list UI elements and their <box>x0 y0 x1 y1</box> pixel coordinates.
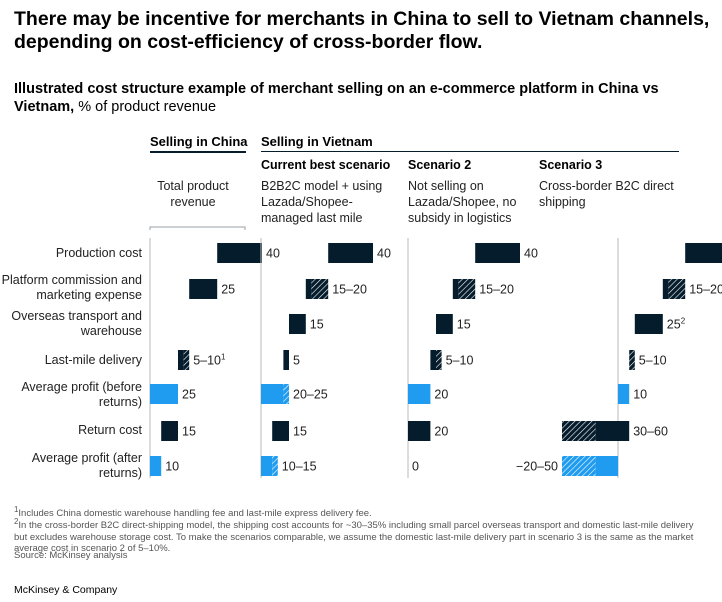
footnote-2-marker: 2 <box>14 517 19 526</box>
bar-range-2-3 <box>436 350 442 370</box>
row-label-overseas-transport: Overseas transport and warehouse <box>11 309 142 338</box>
value-label-0-4: 25 <box>182 388 196 402</box>
bar-0-6 <box>150 456 162 476</box>
bar-1-2 <box>289 314 306 334</box>
group-header-china: Selling in China <box>150 134 248 149</box>
bar-range-3-3 <box>629 350 635 370</box>
footnote-2-text: In the cross-border B2C direct-shipping … <box>14 520 694 555</box>
value-label-2-3: 5–10 <box>446 354 474 368</box>
value-label-1-2: 15 <box>310 318 324 332</box>
bar-range-2-1 <box>458 279 476 299</box>
footnote-1-marker: 1 <box>14 505 19 514</box>
bar-2-4 <box>408 384 431 404</box>
row-label-profit-before: Average profit (before returns) <box>21 380 142 409</box>
chart-title: There may be incentive for merchants in … <box>14 8 710 53</box>
bar-1-6 <box>261 456 273 476</box>
bar-3-6 <box>595 456 618 476</box>
bar-3-2 <box>634 314 663 334</box>
bar-3-0 <box>685 243 722 263</box>
china-bracket <box>149 226 246 230</box>
group-header-vietnam: Selling in Vietnam <box>261 134 373 149</box>
value-label-2-4: 20 <box>434 388 448 402</box>
bar-range-1-4 <box>283 384 289 404</box>
bar-0-1 <box>189 279 218 299</box>
value-label-1-5: 15 <box>293 425 307 439</box>
bar-1-4 <box>261 384 284 404</box>
footnote-1: 1Includes China domestic warehouse handl… <box>14 504 714 520</box>
group-rule-china <box>150 151 246 153</box>
value-label-0-3: 5–101 <box>193 353 226 368</box>
footnote-1-text: Includes China domestic warehouse handli… <box>18 508 372 520</box>
bar-2-0 <box>475 243 520 263</box>
bar-2-1 <box>452 279 459 299</box>
value-label-3-5: 30–60 <box>633 425 668 439</box>
bar-0-5 <box>161 421 178 441</box>
bar-1-5 <box>272 421 289 441</box>
bar-0-0 <box>217 243 262 263</box>
value-label-1-3: 5 <box>293 354 300 368</box>
value-label-1-0: 40 <box>377 247 391 261</box>
source-note: Source: McKinsey analysis <box>14 550 128 561</box>
value-label-2-2: 15 <box>457 318 471 332</box>
subtitle-unit: % of product revenue <box>74 99 217 115</box>
bar-2-5 <box>408 421 431 441</box>
value-label-2-1: 15–20 <box>479 283 514 297</box>
bar-range-1-1 <box>311 279 329 299</box>
brand-logo-text: McKinsey & Company <box>14 584 118 596</box>
bar-1-3 <box>283 350 289 370</box>
value-label-3-4: 10 <box>633 388 647 402</box>
bar-2-3 <box>430 350 436 370</box>
bar-range-3-5 <box>562 421 596 441</box>
bar-range-0-3 <box>183 350 190 370</box>
value-label-3-3: 5–10 <box>639 354 667 368</box>
column-desc-china: Total product revenue <box>157 179 229 209</box>
bar-1-0 <box>328 243 373 263</box>
value-label-0-0: 40 <box>266 247 280 261</box>
bar-3-4 <box>618 384 630 404</box>
value-label-3-6: −20–50 <box>516 460 558 474</box>
bar-range-3-1 <box>668 279 686 299</box>
column-desc-scenario-2: Not selling on Lazada/Shopee, no subsidy… <box>408 179 517 225</box>
group-rule-vietnam <box>261 151 679 152</box>
bar-3-1 <box>662 279 669 299</box>
column-desc-current: B2B2C model + using Lazada/Shopee-manage… <box>261 179 383 225</box>
value-label-0-1: 25 <box>221 283 235 297</box>
bar-0-3 <box>178 350 184 370</box>
bar-1-1 <box>305 279 312 299</box>
value-label-0-6: 10 <box>165 460 179 474</box>
value-label-2-6: 0 <box>412 460 419 474</box>
value-label-2-0: 40 <box>524 247 538 261</box>
bar-range-1-6 <box>272 456 278 476</box>
value-label-1-4: 20–25 <box>293 388 328 402</box>
column-header-scenario-2: Scenario 2 <box>408 158 472 172</box>
row-label-return-cost: Return cost <box>78 423 142 437</box>
column-header-current: Current best scenario <box>261 158 391 172</box>
row-label-profit-after: Average profit (after returns) <box>31 451 142 480</box>
chart-subtitle: Illustrated cost structure example of me… <box>14 80 714 116</box>
bar-3-5 <box>595 421 630 441</box>
value-label-3-2: 252 <box>667 317 686 332</box>
bar-0-4 <box>150 384 178 404</box>
row-label-platform-commission: Platform commission and marketing expens… <box>1 273 142 302</box>
value-label-1-1: 15–20 <box>332 283 367 297</box>
subtitle-bold: Illustrated cost structure example of me… <box>14 81 659 115</box>
row-label-production-cost: Production cost <box>55 246 142 260</box>
value-label-3-1: 15–20 <box>689 283 722 297</box>
column-desc-scenario-3: Cross-border B2C direct shipping <box>539 179 674 209</box>
bar-range-3-6 <box>562 456 596 476</box>
footnote-2: 2In the cross-border B2C direct-shipping… <box>14 516 704 555</box>
column-header-scenario-3: Scenario 3 <box>539 158 603 172</box>
value-label-0-5: 15 <box>182 425 196 439</box>
value-label-2-5: 20 <box>434 425 448 439</box>
bar-2-2 <box>436 314 453 334</box>
value-label-1-6: 10–15 <box>282 460 317 474</box>
row-label-last-mile: Last-mile delivery <box>44 353 142 367</box>
